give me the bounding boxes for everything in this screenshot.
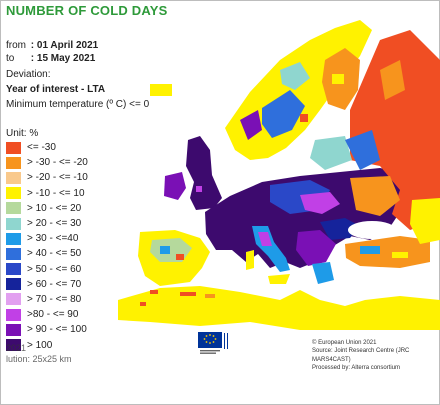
legend-label: > -10 - <= 10 (27, 187, 85, 199)
legend-item: > -20 - <= -10 (6, 170, 88, 185)
legend-label: >80 - <= 90 (27, 309, 79, 321)
legend-item: >80 - <= 90 (6, 307, 88, 322)
legend-label: > 40 - <= 50 (27, 248, 82, 260)
ghost-text: 2021 (6, 343, 27, 353)
caspian-patch (410, 198, 440, 244)
africa-patch (205, 294, 215, 298)
legend-swatch (6, 308, 21, 321)
scandinavia-patch (262, 90, 305, 138)
central-europe-patch (300, 192, 340, 214)
africa-patch (140, 302, 146, 306)
legend-swatch (6, 156, 21, 169)
legend-swatch (6, 232, 21, 245)
legend-swatch (6, 263, 21, 276)
finland-patch (332, 74, 344, 84)
black-sea (348, 221, 396, 239)
sicily-region (268, 274, 290, 284)
east-russia-region (350, 30, 440, 230)
gb-patch (196, 186, 202, 192)
scandinavia-patch (300, 114, 308, 122)
legend-label: > -30 - <= -20 (27, 157, 88, 169)
from-label: from (6, 40, 26, 51)
legend-swatch (6, 217, 21, 230)
ukraine-patch (350, 176, 400, 216)
africa-patch (150, 290, 158, 294)
map-title: NUMBER OF COLD DAYS (6, 3, 168, 18)
legend-label: > 30 - <=40 (27, 233, 79, 245)
ireland-region (164, 172, 186, 200)
minimum-temperature-label: Minimum temperature (º C) <= 0 (6, 99, 150, 110)
legend-item: > -30 - <= -20 (6, 155, 88, 170)
legend-swatch (6, 171, 21, 184)
legend-swatch (6, 202, 21, 215)
legend-label: > -20 - <= -10 (27, 172, 88, 184)
legend-swatch (6, 293, 21, 306)
great-britain-region (186, 136, 222, 210)
date-to-row: to : 15 May 2021 (6, 53, 95, 64)
credit-processed: Processed by: Alterra consortium (312, 364, 401, 371)
baltic-patch (310, 136, 352, 170)
legend-item: > 100 (6, 337, 88, 352)
balkans-patch (296, 230, 336, 266)
credit-source: Source: Joint Research Centre (JRC MARS4… (312, 348, 410, 363)
baltic-patch (345, 130, 380, 170)
east-europe-patch (320, 218, 360, 240)
scandinavia-patch (240, 110, 262, 140)
legend-item: > 40 - <= 50 (6, 246, 88, 261)
legend: <= -30 > -30 - <= -20 > -20 - <= -10 > -… (6, 140, 88, 353)
ghost-resolution-text: lution: 25x25 km (6, 354, 72, 364)
north-africa-region (118, 286, 440, 330)
to-value: : 15 May 2021 (30, 53, 96, 64)
legend-item: > 20 - <= 30 (6, 216, 88, 231)
date-from-row: from : 01 April 2021 (6, 40, 98, 51)
legend-item: > 70 - <= 80 (6, 292, 88, 307)
legend-label: > 20 - <= 30 (27, 218, 82, 230)
legend-swatch (6, 339, 21, 352)
deviation-label: Deviation: (6, 69, 51, 80)
european-commission-logo (198, 332, 228, 354)
from-value: : 01 April 2021 (30, 40, 99, 51)
legend-label: > 70 - <= 80 (27, 293, 82, 305)
legend-label: > 10 - <= 20 (27, 202, 82, 214)
legend-swatch (6, 247, 21, 260)
legend-swatch (6, 278, 21, 291)
legend-unit: Unit: % (6, 128, 39, 139)
legend-label: > 50 - <= 60 (27, 263, 82, 275)
iberia-patch (176, 254, 184, 260)
legend-label: > 100 (27, 339, 53, 351)
corsica-sardinia (246, 250, 254, 270)
turkey-patch (360, 246, 380, 254)
legend-item: <= -30 (6, 140, 88, 155)
credits: © European Union 2021 Source: Joint Rese… (312, 339, 440, 372)
legend-item: > 60 - <= 70 (6, 277, 88, 292)
legend-item: > 30 - <=40 (6, 231, 88, 246)
to-label: to (6, 53, 15, 64)
credit-copyright: © European Union 2021 (312, 340, 377, 346)
legend-label: > 60 - <= 70 (27, 278, 82, 290)
legend-label: > 90 - <= 100 (27, 324, 87, 336)
legend-item: > 10 - <= 20 (6, 201, 88, 216)
legend-item: > 50 - <= 60 (6, 262, 88, 277)
legend-swatch (6, 323, 21, 336)
greece-region (312, 262, 334, 284)
legend-swatch (6, 141, 21, 154)
russia-patch (380, 60, 405, 100)
scandinavia-patch (280, 62, 310, 90)
year-of-interest-label: Year of interest - LTA (6, 84, 106, 95)
iberia-patch (160, 246, 170, 254)
legend-item: > -10 - <= 10 (6, 186, 88, 201)
legend-swatch (6, 187, 21, 200)
turkey-patch (392, 252, 408, 258)
turkey-region (345, 236, 430, 268)
iceland-region (150, 84, 172, 96)
italy-patch (258, 232, 272, 246)
africa-patch (180, 292, 196, 296)
legend-item: > 90 - <= 100 (6, 322, 88, 337)
legend-label: <= -30 (27, 142, 56, 154)
